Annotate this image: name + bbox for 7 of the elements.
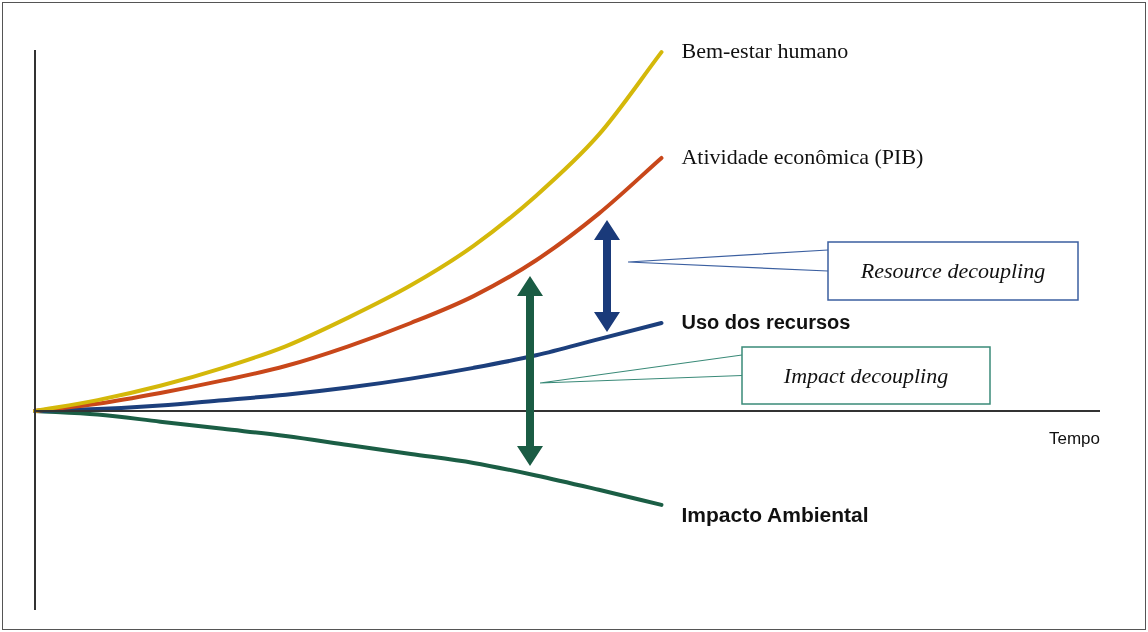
annotation: Impact decoupling <box>742 347 990 404</box>
series-label: Uso dos recursos <box>681 310 851 333</box>
series-label: Atividade econômica (PIB) <box>681 143 924 169</box>
annotation: Resource decoupling <box>828 242 1078 300</box>
series-label: Bem-estar humano <box>681 37 849 63</box>
x-axis-title: Tempo <box>1048 429 1100 449</box>
series-label: Impacto Ambiental <box>681 502 869 526</box>
